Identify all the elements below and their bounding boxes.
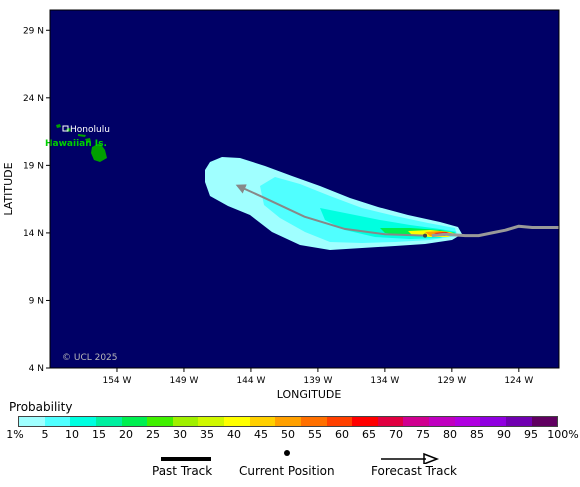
colorbar-swatch bbox=[531, 417, 558, 426]
lon-tick-label: 129 W bbox=[437, 376, 466, 386]
track-legend-symbols bbox=[161, 450, 440, 464]
lat-tick-label: 19 N bbox=[23, 161, 44, 171]
colorbar-swatch bbox=[172, 417, 199, 426]
colorbar-swatch bbox=[352, 417, 378, 426]
current-position-marker bbox=[423, 233, 428, 238]
colorbar-swatch bbox=[403, 417, 429, 426]
lat-tick-label: 4 N bbox=[29, 364, 44, 374]
probability-scale-label: 30 bbox=[173, 428, 187, 441]
forecast-arrow-icon bbox=[423, 452, 440, 464]
colorbar-swatch bbox=[480, 417, 506, 426]
colorbar-swatch bbox=[454, 417, 481, 426]
colorbar-swatch bbox=[505, 417, 532, 426]
colorbar-swatch bbox=[44, 417, 71, 426]
probability-scale-label: 50 bbox=[281, 428, 295, 441]
lon-tick-label: 149 W bbox=[169, 376, 198, 386]
latitude-ticks: 29 N 24 N 19 N 14 N 9 N 4 N bbox=[23, 26, 50, 374]
probability-scale-label: 10 bbox=[65, 428, 79, 441]
maui-shape bbox=[85, 138, 91, 143]
colorbar-swatch bbox=[249, 417, 276, 426]
lon-tick-label: 144 W bbox=[236, 376, 265, 386]
probability-scale-label: 100% bbox=[547, 428, 579, 441]
probability-scale-label: 45 bbox=[254, 428, 268, 441]
big-island-shape bbox=[91, 143, 107, 162]
probability-scale-label: 25 bbox=[146, 428, 160, 441]
probability-scale-label: 35 bbox=[200, 428, 214, 441]
colorbar-swatch bbox=[198, 417, 224, 426]
past-track-label: Past Track bbox=[152, 464, 213, 478]
probability-swath bbox=[205, 157, 462, 250]
colorbar-swatch bbox=[70, 417, 96, 426]
hawaiian-islands-land bbox=[56, 124, 107, 162]
map-frame bbox=[49, 9, 560, 369]
probability-scale-label: 70 bbox=[389, 428, 403, 441]
probability-scale-label: 1% bbox=[6, 428, 24, 441]
kauai-shape bbox=[56, 124, 61, 128]
probability-scale-label: 20 bbox=[119, 428, 133, 441]
probability-legend-title: Probability bbox=[9, 400, 73, 414]
probability-map: Honolulu Hawaiian Is. © UCL 2025 154 W 14… bbox=[2, 9, 560, 401]
probability-scale-label: 85 bbox=[470, 428, 484, 441]
lon-tick-label: 139 W bbox=[303, 376, 332, 386]
colorbar-swatch bbox=[326, 417, 353, 426]
colorbar-swatch bbox=[95, 417, 122, 426]
molokai-shape bbox=[78, 134, 86, 137]
map-panel: Honolulu Hawaiian Is. © UCL 2025 154 W 14… bbox=[2, 9, 560, 401]
probability-scale-labels: 1% 5 10 15 20 25 30 35 40 45 50 55 60 65 70 75 80 85 90 95 1… bbox=[0, 428, 580, 442]
probability-scale-label: 75 bbox=[416, 428, 430, 441]
lat-tick-label: 9 N bbox=[29, 296, 44, 306]
colorbar-swatch bbox=[147, 417, 173, 426]
lat-tick-label: 14 N bbox=[23, 229, 44, 239]
colorbar-swatch bbox=[19, 417, 45, 426]
lon-tick-label: 124 W bbox=[504, 376, 533, 386]
colorbar-swatch bbox=[224, 417, 250, 426]
probability-scale-label: 15 bbox=[92, 428, 106, 441]
forecast-track-label: Forecast Track bbox=[371, 464, 457, 478]
colorbar-swatch bbox=[300, 417, 327, 426]
probability-scale-label: 80 bbox=[443, 428, 457, 441]
probability-colorbar bbox=[18, 416, 558, 427]
probability-scale-label: 55 bbox=[308, 428, 322, 441]
colorbar-swatch bbox=[121, 417, 148, 426]
probability-scale-label: 95 bbox=[524, 428, 538, 441]
y-axis-label: LATITUDE bbox=[2, 162, 15, 215]
lon-tick-label: 154 W bbox=[102, 376, 131, 386]
copyright-label: © UCL 2025 bbox=[62, 353, 118, 363]
probability-scale-label: 65 bbox=[362, 428, 376, 441]
colorbar-swatch bbox=[275, 417, 301, 426]
colorbar-swatch bbox=[429, 417, 455, 426]
current-position-symbol bbox=[284, 450, 290, 456]
probability-scale-label: 40 bbox=[227, 428, 241, 441]
probability-scale-label: 60 bbox=[335, 428, 349, 441]
probability-scale-label: 5 bbox=[41, 428, 49, 441]
hawaiian-islands-label: Hawaiian Is. bbox=[45, 139, 107, 149]
longitude-ticks: 154 W 149 W 144 W 139 W 134 W 129 W 124 W bbox=[102, 368, 533, 386]
lat-tick-label: 29 N bbox=[23, 26, 44, 36]
track-legend: Past Track Current Position Forecast Tra… bbox=[0, 448, 580, 484]
lat-tick-label: 24 N bbox=[23, 94, 44, 104]
past-track-line bbox=[431, 224, 559, 238]
lon-tick-label: 134 W bbox=[370, 376, 399, 386]
forecast-track-line bbox=[235, 184, 426, 237]
current-position-label: Current Position bbox=[239, 464, 335, 478]
x-axis-label: LONGITUDE bbox=[277, 388, 342, 400]
probability-scale-label: 90 bbox=[497, 428, 511, 441]
honolulu-label: Honolulu bbox=[70, 125, 110, 135]
honolulu-marker bbox=[62, 125, 69, 132]
colorbar-swatch bbox=[377, 417, 404, 426]
